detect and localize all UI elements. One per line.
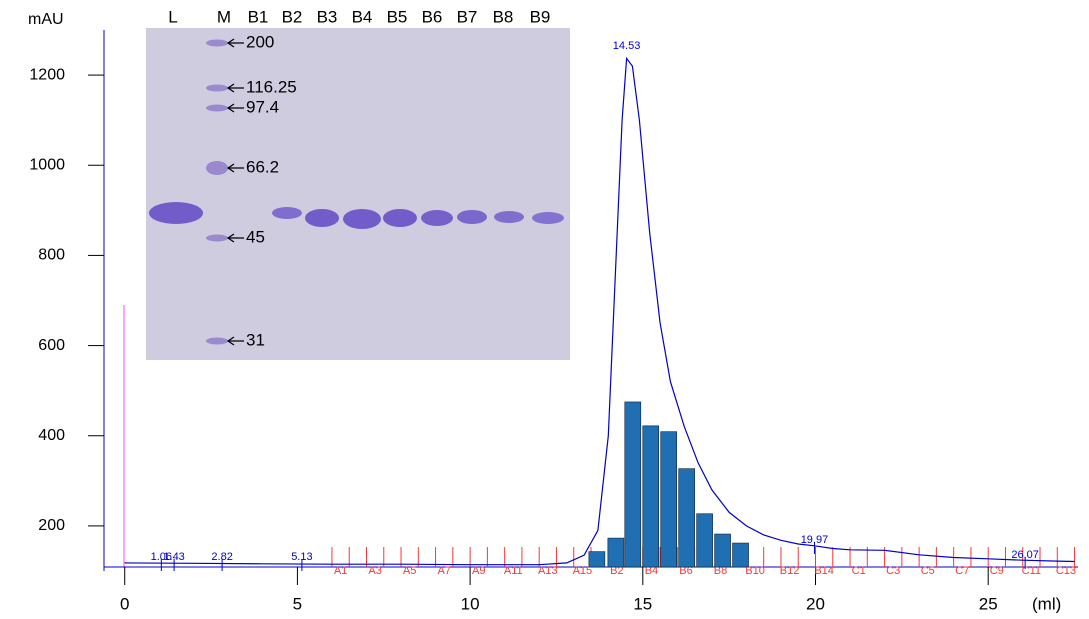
fraction-label: A9 [472,565,485,577]
lane-label: B8 [493,7,514,26]
y-tick-label: 1200 [29,66,65,83]
fraction-label: C9 [990,565,1004,577]
fraction-label: A11 [504,565,523,577]
marker-arrow [226,103,244,113]
bar [660,431,678,568]
fraction-label: A1 [334,565,347,577]
fraction-label: B12 [780,565,800,577]
marker-arrow [226,163,244,173]
marker-band [206,39,228,47]
fraction-label: C13 [1056,565,1076,577]
x-tick-label: 20 [806,594,825,613]
fraction-label: B2 [610,565,623,577]
lane-label: B3 [317,7,338,26]
protein-band [532,212,564,224]
lane-label: B2 [282,7,303,26]
lane-label: B5 [387,7,408,26]
y-tick-label: 400 [38,427,65,444]
lane-label: B4 [352,7,373,26]
marker-arrow [226,38,244,48]
x-axis-label: (ml) [1032,594,1061,613]
peak-label: 1.43 [163,551,184,563]
marker-label: 200 [246,32,274,51]
protein-band [149,202,203,224]
protein-band [383,209,417,227]
fraction-label: A3 [368,565,381,577]
fraction-label: C1 [852,565,866,577]
lane-label: M [217,7,231,26]
bar [696,513,713,568]
marker-band [206,234,228,242]
x-tick-label: 25 [979,594,998,613]
y-tick-label: 800 [38,247,65,264]
protein-band [305,209,339,227]
marker-arrow [226,83,244,93]
lane-label: L [168,7,177,26]
fraction-label: B6 [679,565,692,577]
x-tick-label: 5 [293,594,302,613]
lane-label: B7 [457,7,478,26]
gel-background [146,28,570,360]
peak-label: 1.06 [151,551,172,563]
marker-label: 116.25 [246,77,297,96]
peak-label: 19.97 [801,534,829,546]
protein-band [494,211,524,223]
fraction-label: A15 [573,565,593,577]
marker-arrow [226,233,244,243]
fraction-label: C5 [921,565,935,577]
y-tick-label: 200 [38,517,65,534]
bar [642,425,660,568]
y-tick-label: 600 [38,337,65,354]
lane-label: B1 [248,7,269,26]
marker-band [206,161,228,175]
bar [624,401,642,568]
marker-label: 45 [246,227,265,246]
protein-band [272,207,302,219]
lane-label: B6 [422,7,443,26]
bar [607,537,625,568]
peak-label: 26.07 [1011,549,1039,561]
protein-band [457,210,487,224]
y-tick-label: 1000 [29,156,65,173]
fraction-label: C11 [1022,565,1041,577]
bar [714,533,731,568]
bar [732,542,749,568]
fraction-label: A5 [403,565,416,577]
lane-label: B9 [530,7,551,26]
bar [678,468,695,568]
chromatogram-line [124,56,1075,566]
marker-arrow [226,336,244,346]
fraction-label: B14 [814,565,834,577]
marker-band [206,104,228,112]
peak-label: 14.53 [613,40,641,52]
peak-label: 5.13 [291,551,312,563]
marker-label: 31 [246,330,265,349]
x-tick-label: 0 [120,594,129,613]
fraction-label: C7 [955,565,969,577]
marker-label: 66.2 [246,157,279,176]
bar [588,551,606,568]
marker-band [206,84,228,92]
fraction-label: A7 [437,565,450,577]
fraction-label: B4 [645,565,658,577]
fraction-label: B8 [714,565,727,577]
fraction-label: B10 [745,565,765,577]
peak-label: 2.82 [211,551,232,563]
fraction-label: C3 [886,565,900,577]
protein-band [421,210,453,226]
protein-band [343,209,381,229]
marker-band [206,337,228,345]
fraction-label: A13 [538,565,558,577]
marker-label: 97.4 [246,97,279,116]
y-axis-label: mAU [28,11,64,28]
x-tick-label: 10 [461,594,480,613]
x-tick-label: 15 [633,594,652,613]
